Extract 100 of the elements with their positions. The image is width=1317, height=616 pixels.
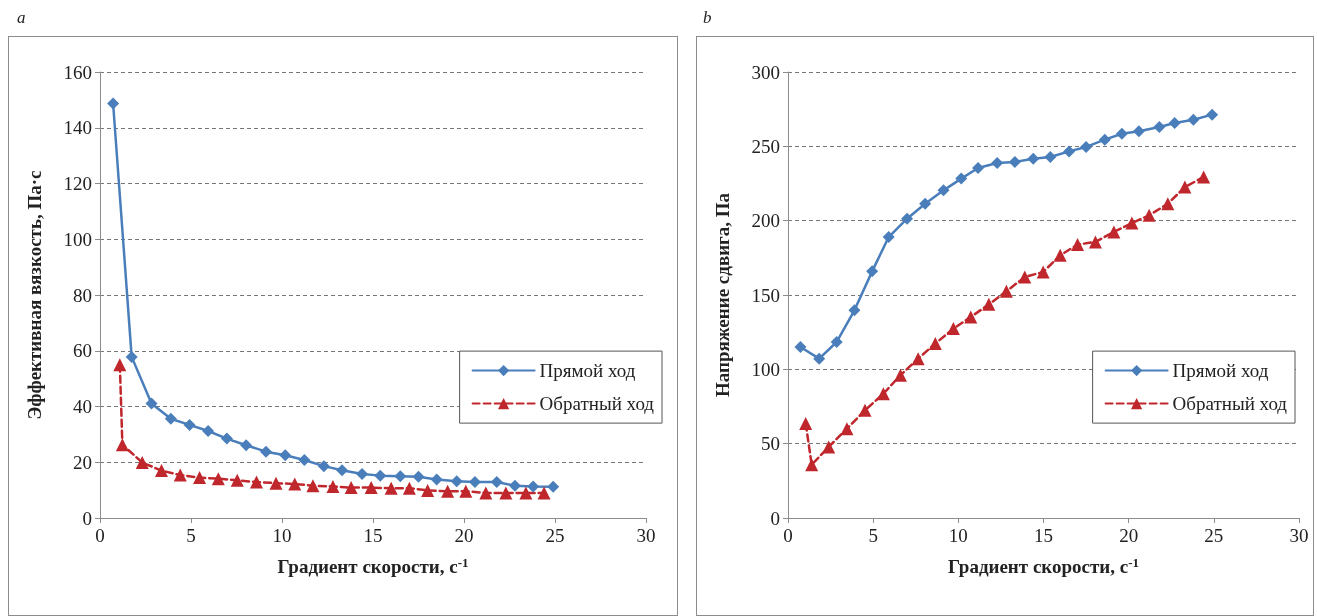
point	[145, 397, 158, 410]
y-tick-label: 140	[63, 117, 92, 139]
chart-title: a	[17, 8, 26, 27]
x-tick-label: 25	[545, 525, 565, 546]
point	[259, 445, 272, 458]
point	[269, 476, 283, 490]
legend-label: Обратный ход	[1172, 393, 1288, 415]
point	[928, 337, 942, 351]
y-tick-label: 0	[770, 507, 780, 529]
point	[211, 472, 225, 486]
x-tick-label: 15	[363, 525, 383, 546]
point	[840, 422, 854, 436]
x-tick-label: 5	[868, 525, 878, 546]
point	[955, 172, 968, 185]
x-tick-label: 0	[95, 525, 105, 546]
point	[1161, 197, 1175, 211]
chart-title: b	[703, 8, 712, 27]
point	[317, 460, 330, 473]
point	[519, 486, 533, 500]
point	[794, 341, 807, 354]
point	[155, 464, 169, 478]
y-tick-label: 20	[73, 451, 92, 473]
point	[250, 475, 264, 489]
y-tick-label: 0	[82, 507, 92, 529]
point	[999, 284, 1013, 298]
point	[1063, 145, 1076, 158]
legend-label: Прямой ход	[539, 360, 636, 382]
point	[1107, 225, 1121, 239]
point	[394, 470, 407, 483]
point	[822, 440, 836, 454]
x-tick-label: 0	[783, 525, 793, 546]
point	[982, 297, 996, 311]
point	[1027, 152, 1040, 165]
point	[1132, 125, 1145, 138]
point	[135, 456, 149, 470]
point	[1187, 113, 1200, 126]
point	[876, 387, 890, 401]
point	[1206, 108, 1219, 121]
point	[450, 475, 463, 488]
point	[537, 486, 551, 500]
point	[115, 438, 129, 452]
point	[799, 417, 813, 431]
point	[230, 473, 244, 487]
point	[508, 479, 521, 492]
y-tick-label: 120	[63, 173, 92, 194]
point	[298, 454, 311, 467]
x-tick-label: 10	[272, 525, 292, 546]
point	[1125, 216, 1139, 230]
legend-label: Обратный ход	[539, 393, 655, 415]
y-tick-label: 300	[751, 61, 780, 83]
point	[882, 231, 895, 244]
point	[1153, 121, 1166, 134]
point	[1168, 116, 1181, 129]
x-tick-label: 20	[454, 525, 474, 546]
point	[356, 467, 369, 480]
point	[288, 477, 302, 491]
y-tick-label: 150	[751, 284, 780, 306]
x-tick-label: 20	[1119, 525, 1139, 546]
point	[336, 464, 349, 477]
y-tick-label: 60	[73, 340, 92, 362]
point	[937, 184, 950, 197]
point	[1115, 127, 1128, 140]
point	[364, 481, 378, 495]
point	[919, 197, 932, 210]
point	[279, 449, 292, 462]
point	[479, 486, 493, 500]
point	[173, 468, 187, 482]
point	[1036, 265, 1050, 279]
y-tick-label: 80	[73, 284, 92, 306]
point	[107, 97, 120, 110]
x-tick-label: 10	[948, 525, 968, 546]
point	[964, 310, 978, 324]
point	[499, 486, 513, 500]
point	[991, 156, 1004, 169]
point	[430, 473, 443, 486]
point	[1044, 151, 1057, 164]
y-axis-title: Напряжение сдвига, Па	[712, 192, 733, 398]
x-tick-label: 30	[1289, 525, 1309, 546]
x-tick-label: 5	[186, 525, 196, 546]
point	[1178, 180, 1192, 194]
point	[1018, 270, 1032, 284]
point	[202, 425, 215, 438]
point	[1098, 133, 1111, 146]
point	[830, 335, 843, 348]
point	[240, 439, 253, 452]
x-tick-label: 25	[1204, 525, 1224, 546]
point	[193, 471, 207, 485]
y-tick-label: 160	[63, 61, 92, 83]
point	[164, 412, 177, 425]
point	[125, 350, 138, 363]
y-tick-label: 200	[751, 210, 780, 232]
point	[421, 483, 435, 497]
y-axis-title: Эффективная вязкость, Па·с	[24, 170, 45, 420]
y-tick-label: 100	[751, 358, 780, 380]
y-tick-label: 250	[751, 135, 780, 157]
point	[901, 212, 914, 225]
point	[220, 432, 233, 445]
point	[547, 480, 560, 493]
point	[848, 304, 861, 317]
point	[946, 322, 960, 336]
